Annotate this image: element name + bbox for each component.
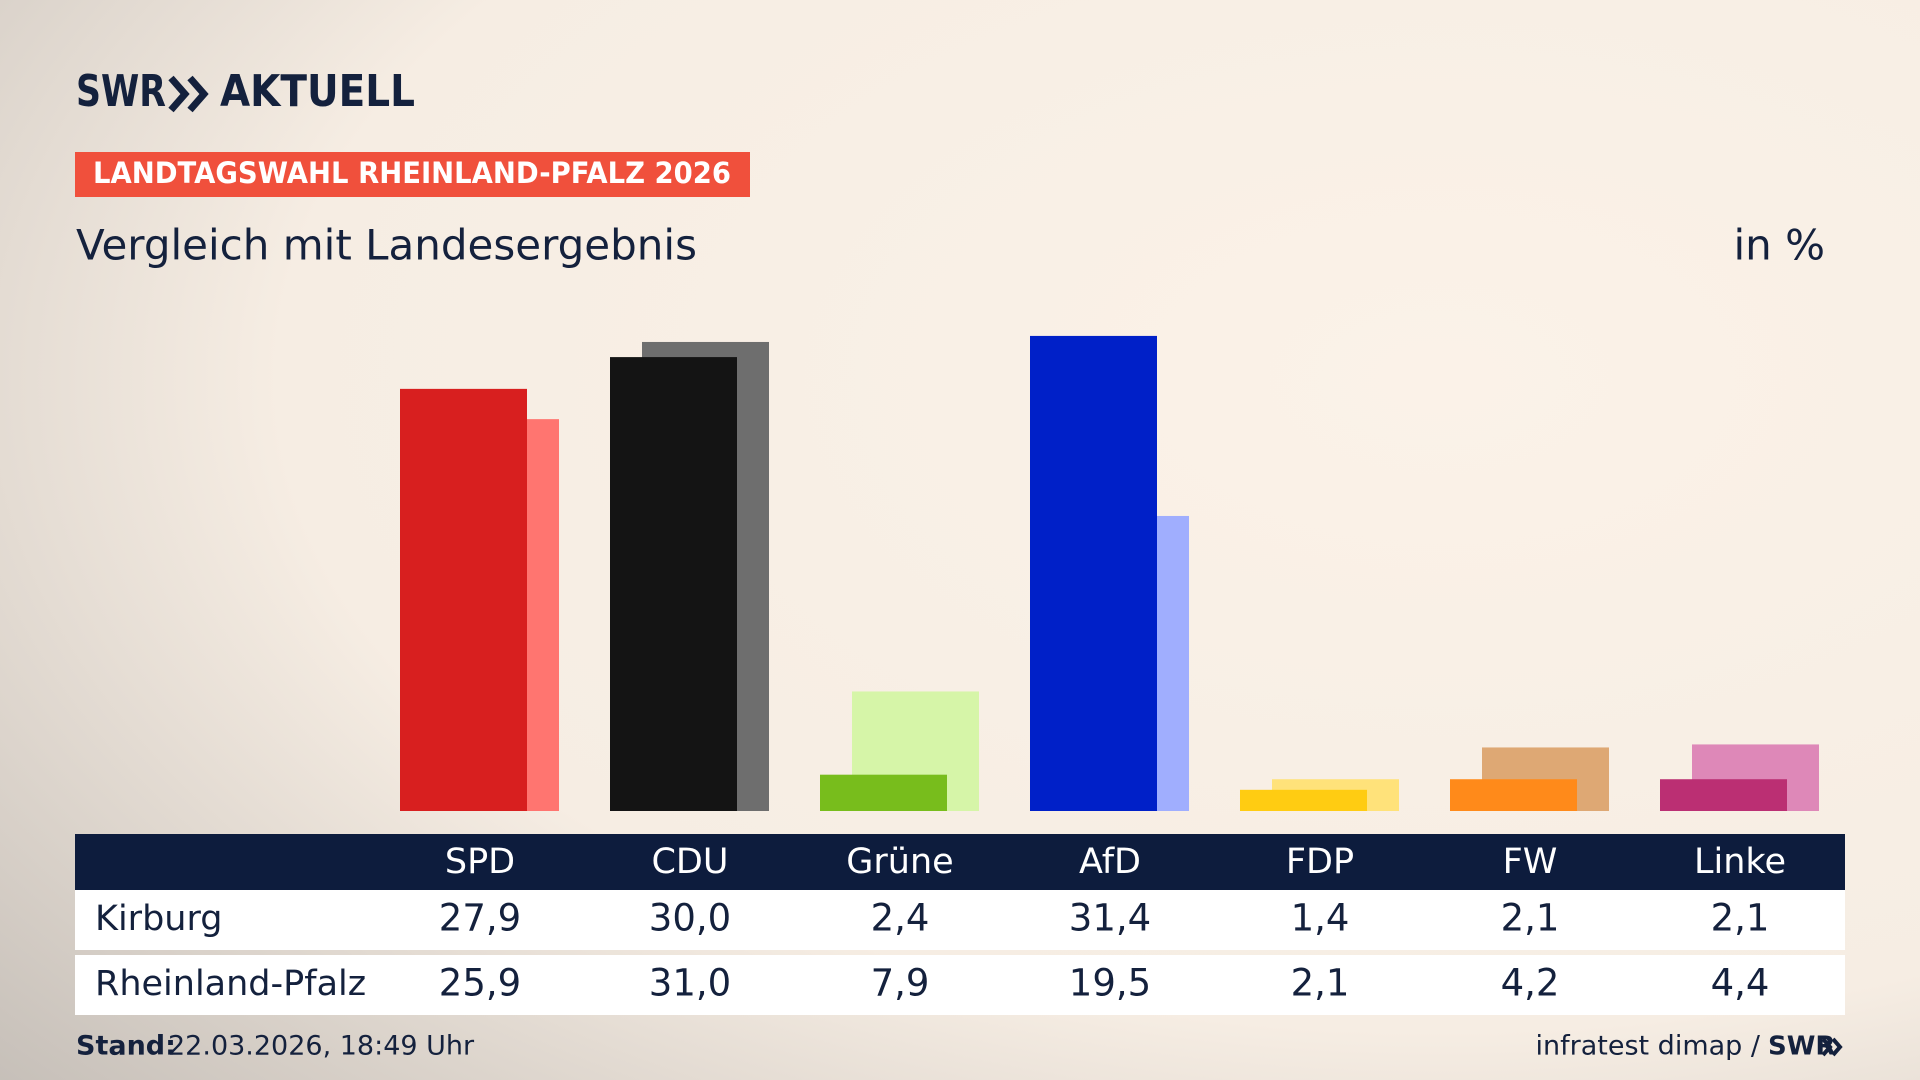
footer-logo: SWR [1768, 1032, 1835, 1062]
table-value: 7,9 [871, 962, 930, 1005]
logo-text: AKTUELL [220, 66, 415, 117]
chart-title: Vergleich mit Landesergebnis [76, 221, 697, 270]
bar [1030, 335, 1157, 811]
table-value: 19,5 [1069, 962, 1151, 1005]
table-value: 2,1 [1501, 897, 1560, 940]
table-value: 27,9 [439, 897, 521, 940]
footer-chevron [1821, 1037, 1833, 1057]
logo-chevron [187, 75, 209, 113]
stand: 22.03.2026, 18:49 Uhr [168, 1031, 475, 1062]
column-header: SPD [445, 842, 515, 882]
table-value: 31,4 [1069, 897, 1151, 940]
table-header [75, 834, 1845, 890]
bar [1660, 779, 1787, 811]
stand-label: Stand: [76, 1031, 176, 1062]
row-label: Rheinland-Pfalz [95, 964, 366, 1004]
logo: SWR [76, 66, 166, 117]
table-value: 2,1 [1711, 897, 1770, 940]
kicker: LANDTAGSWAHL RHEINLAND-PFALZ 2026 [93, 156, 731, 190]
table-value: 2,4 [871, 897, 930, 940]
kicker-box [75, 152, 750, 197]
unit: in % [1733, 221, 1825, 270]
column-header: CDU [651, 842, 728, 882]
column-header: FW [1503, 842, 1558, 882]
table-value: 30,0 [649, 897, 731, 940]
table-value: 2,1 [1291, 962, 1350, 1005]
table-row [75, 890, 1845, 950]
table-row [75, 955, 1845, 1015]
bar [1240, 789, 1367, 811]
row-label: Kirburg [95, 899, 222, 939]
footer-chevron [1831, 1037, 1843, 1057]
column-header: AfD [1079, 842, 1141, 882]
logo-chevron [168, 75, 190, 113]
table-value: 4,4 [1711, 962, 1770, 1005]
bar [1450, 779, 1577, 811]
bar [610, 357, 737, 811]
table-value: 4,2 [1501, 962, 1560, 1005]
bar [400, 388, 527, 811]
table-value: 1,4 [1291, 897, 1350, 940]
column-header: Linke [1694, 842, 1786, 882]
bar [820, 774, 947, 811]
source: infratest dimap / [1535, 1031, 1760, 1062]
column-header: FDP [1286, 842, 1354, 882]
table-value: 25,9 [439, 962, 521, 1005]
column-header: Grüne [846, 842, 953, 882]
table-value: 31,0 [649, 962, 731, 1005]
